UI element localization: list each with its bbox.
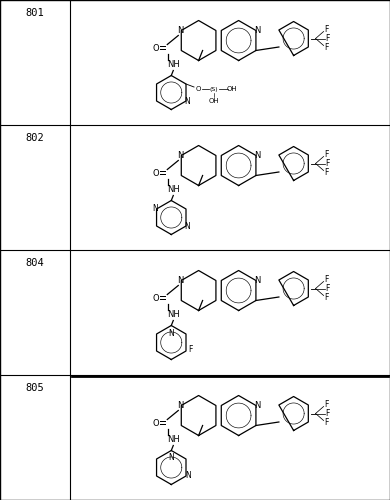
Text: F: F [324,400,329,409]
Text: F: F [324,168,329,177]
Text: N: N [152,204,158,213]
Text: N: N [177,26,183,35]
Text: F: F [326,34,330,43]
Text: N: N [254,276,260,285]
Text: N: N [177,151,183,160]
Text: N: N [254,26,260,35]
Text: O: O [153,294,160,303]
Text: N: N [168,454,174,462]
Text: 804: 804 [26,258,44,268]
Text: F: F [324,25,329,34]
Text: F: F [326,284,330,293]
Text: NH: NH [167,60,180,69]
Text: N: N [184,222,190,231]
Text: O: O [153,419,160,428]
Text: 802: 802 [26,133,44,143]
Text: F: F [324,150,329,159]
Text: 801: 801 [26,8,44,18]
Text: 805: 805 [26,383,44,393]
Text: O: O [195,86,201,92]
Text: N: N [168,328,174,338]
Text: O: O [153,169,160,178]
Text: NH: NH [167,435,180,444]
Text: F: F [324,293,329,302]
Text: F: F [188,346,192,354]
Text: N: N [254,401,260,410]
Text: F: F [324,43,329,52]
Text: NH: NH [167,185,180,194]
Text: N: N [184,96,190,106]
Text: OH: OH [227,86,237,92]
Text: N: N [185,472,191,480]
Text: F: F [324,418,329,427]
Text: N: N [177,276,183,285]
Text: N: N [177,401,183,410]
Text: N: N [254,151,260,160]
Text: (S): (S) [210,86,218,92]
Text: OH: OH [209,98,219,104]
Text: F: F [324,275,329,284]
Text: F: F [326,409,330,418]
Text: NH: NH [167,310,180,319]
Text: O: O [153,44,160,53]
Text: F: F [326,159,330,168]
